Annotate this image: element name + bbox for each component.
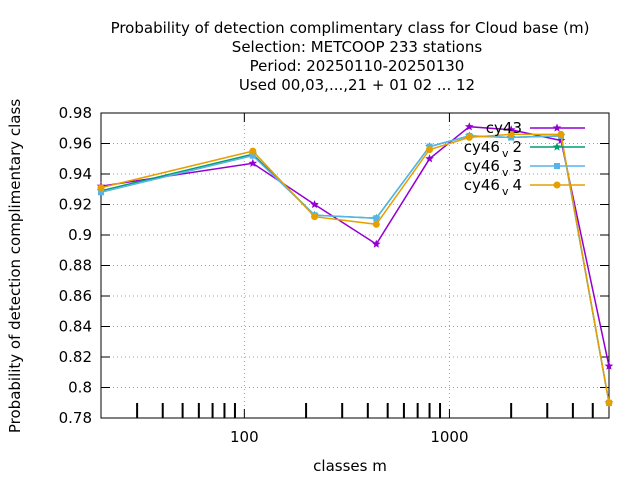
y-tick-label: 0.86 bbox=[59, 287, 92, 305]
title-line-4: Used 00,03,...,21 + 01 02 ... 12 bbox=[239, 76, 475, 94]
y-tick-label: 0.84 bbox=[59, 318, 92, 336]
chart-title: Probability of detection complimentary c… bbox=[111, 19, 590, 94]
series-layer bbox=[96, 122, 614, 407]
legend-label: cy46 v 4 bbox=[464, 176, 522, 198]
x-axis-label: classes m bbox=[313, 457, 387, 475]
series-line bbox=[100, 135, 610, 403]
series-1 bbox=[96, 122, 614, 370]
legend-label: cy46 v 2 bbox=[464, 138, 522, 160]
axes: 0.78 0.8 0.82 0.84 0.86 0.88 0.9 0.92 0.94 0.96 0.… bbox=[59, 104, 610, 446]
series-line bbox=[100, 125, 610, 367]
data-point bbox=[372, 239, 381, 248]
data-point bbox=[605, 399, 613, 407]
data-point bbox=[604, 361, 614, 370]
series-2 bbox=[96, 131, 614, 407]
x-tick-label: 100 bbox=[230, 428, 259, 446]
title-line-1: Probability of detection complimentary c… bbox=[111, 19, 590, 37]
data-point bbox=[465, 122, 474, 131]
y-tick-label: 0.9 bbox=[68, 226, 92, 244]
data-point bbox=[507, 130, 515, 138]
data-point bbox=[98, 189, 104, 196]
data-point bbox=[552, 123, 562, 132]
data-point bbox=[557, 130, 565, 138]
data-point bbox=[465, 133, 473, 141]
legend-label: cy46 v 3 bbox=[464, 157, 522, 179]
data-point bbox=[373, 215, 380, 222]
grid bbox=[101, 113, 609, 418]
plot-border bbox=[100, 112, 610, 419]
data-point bbox=[310, 200, 319, 209]
title-line-2: Selection: METCOOP 233 stations bbox=[232, 38, 483, 56]
title-line-3: Period: 20250110-20250130 bbox=[250, 57, 465, 75]
y-tick-label: 0.92 bbox=[59, 196, 92, 214]
series-3 bbox=[98, 132, 612, 406]
series-4 bbox=[97, 130, 613, 407]
y-tick-label: 0.8 bbox=[68, 379, 92, 397]
y-axis-label: Probability of detection complimentary c… bbox=[6, 99, 24, 433]
y-tick-label: 0.96 bbox=[59, 135, 92, 153]
data-point bbox=[97, 184, 105, 192]
y-tick-label: 0.78 bbox=[59, 409, 92, 427]
y-tick-label: 0.94 bbox=[59, 165, 92, 183]
data-point bbox=[506, 125, 516, 134]
data-point bbox=[553, 181, 561, 189]
y-tick-label: 0.98 bbox=[59, 104, 92, 122]
data-point bbox=[554, 163, 560, 169]
data-point bbox=[552, 142, 562, 151]
data-point bbox=[426, 146, 434, 154]
data-point bbox=[425, 154, 434, 163]
data-point bbox=[311, 213, 319, 221]
y-tick-label: 0.82 bbox=[59, 348, 92, 366]
legend-label: cy43 bbox=[486, 119, 522, 137]
data-point bbox=[249, 147, 257, 155]
x-tick-label: 1000 bbox=[430, 428, 468, 446]
series-line bbox=[100, 135, 610, 403]
data-point bbox=[372, 220, 380, 228]
y-tick-label: 0.88 bbox=[59, 257, 92, 275]
data-point bbox=[249, 152, 256, 159]
data-point bbox=[248, 158, 258, 167]
